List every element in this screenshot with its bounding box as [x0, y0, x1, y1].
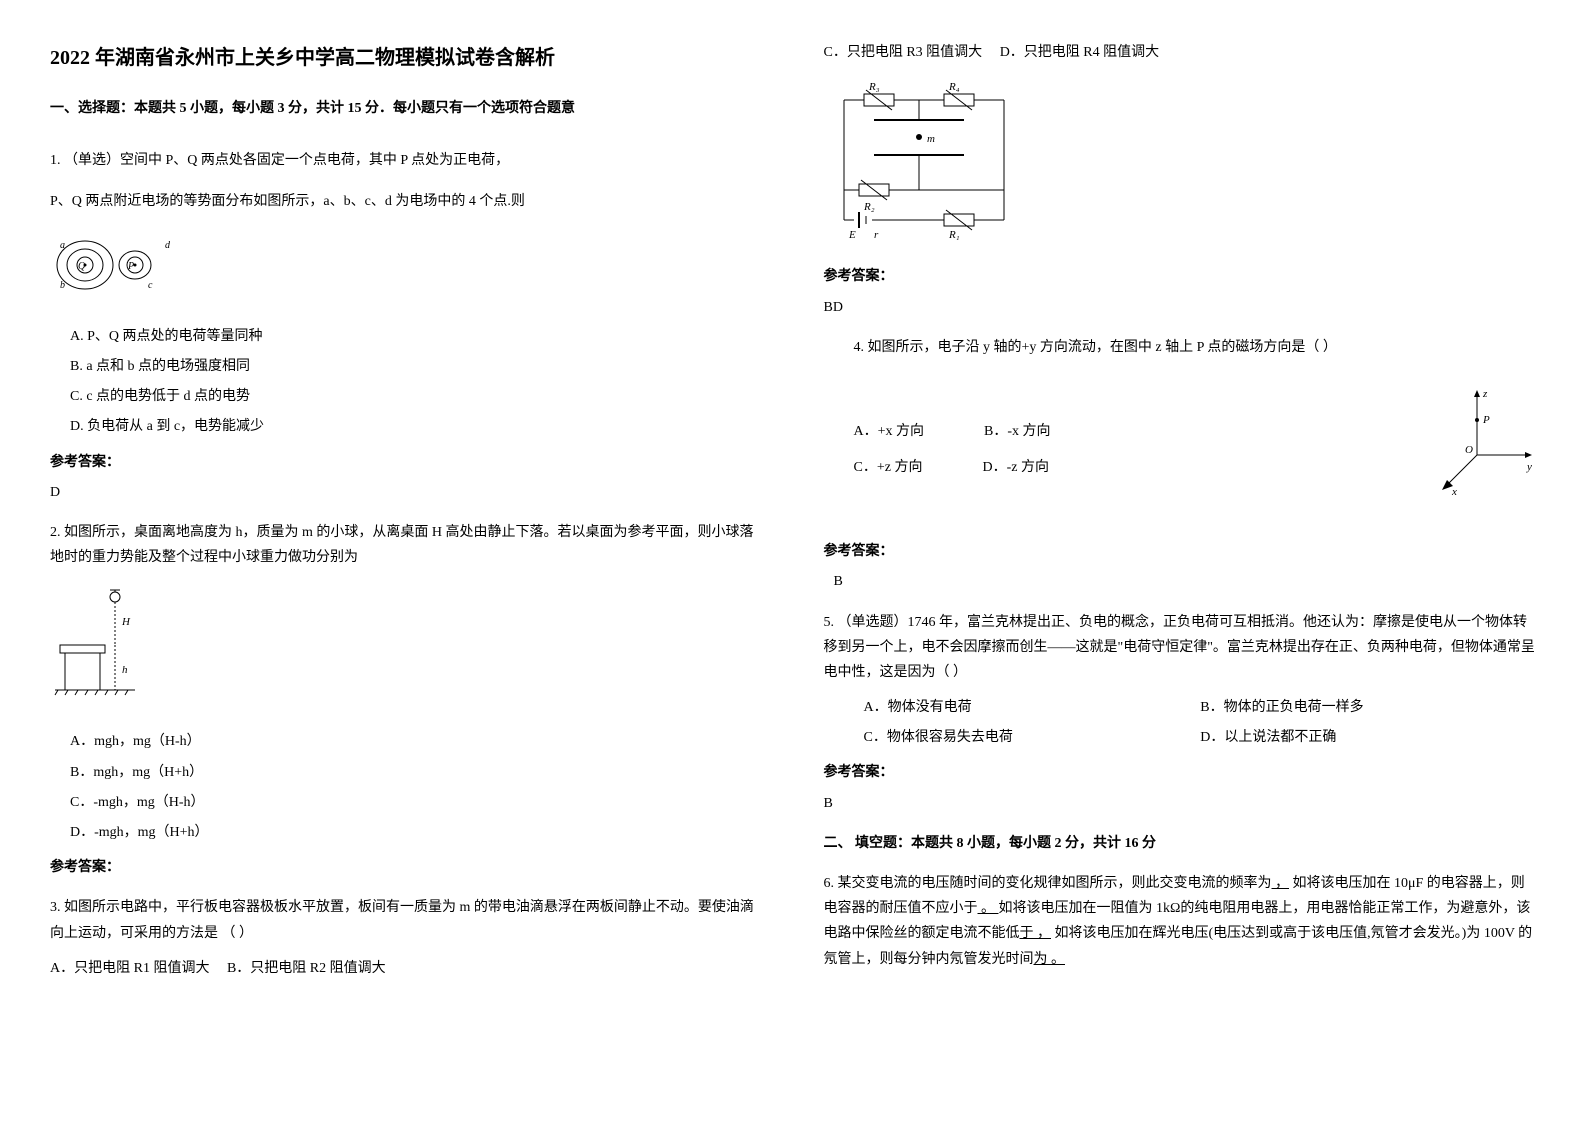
q6-blank2: 。	[978, 901, 999, 916]
q5-answer: B	[824, 791, 1538, 816]
question-6: 6. 某交变电流的电压随时间的变化规律如图所示，则此交变电流的频率为 ， 如将该…	[824, 871, 1538, 972]
q4-optD: D．-z 方向	[982, 455, 1049, 480]
q4-figure: z P y x O	[1427, 385, 1537, 514]
q3-optC: C．只把电阻 R3 阻值调大	[824, 45, 983, 60]
q3-num: 3.	[50, 900, 61, 915]
equipotential-diagram: Q P a b c d	[50, 230, 190, 300]
q2-figure: H h	[50, 585, 764, 714]
q3-optCD: C．只把电阻 R3 阻值调大 D．只把电阻 R4 阻值调大	[824, 40, 1538, 65]
svg-text:R₂: R₂	[863, 201, 875, 213]
svg-text:R₄: R₄	[948, 81, 960, 93]
svg-text:z: z	[1482, 388, 1488, 400]
q5-optC: C．物体很容易失去电荷	[864, 725, 1201, 750]
q3-optA: A．只把电阻 R1 阻值调大	[50, 961, 209, 976]
right-column: C．只把电阻 R3 阻值调大 D．只把电阻 R4 阻值调大 R₃ R₄	[824, 40, 1538, 996]
q6-blank1: ，	[1272, 876, 1290, 891]
q4-answer: B	[834, 569, 1538, 594]
q1-optC: C. c 点的电势低于 d 点的电势	[70, 384, 764, 409]
q5-num: 5.	[824, 615, 835, 630]
question-5: 5. （单选题）1746 年，富兰克林提出正、负电的概念，正负电荷可互相抵消。他…	[824, 610, 1538, 816]
question-3-part1: 3. 如图所示电路中，平行板电容器极板水平放置，板间有一质量为 m 的带电油滴悬…	[50, 895, 764, 981]
q1-optB: B. a 点和 b 点的电场强度相同	[70, 354, 764, 379]
question-3-part2: C．只把电阻 R3 阻值调大 D．只把电阻 R4 阻值调大 R₃ R₄	[824, 40, 1538, 320]
question-4: 4. 如图所示，电子沿 y 轴的+y 方向流动，在图中 z 轴上 P 点的磁场方…	[824, 335, 1538, 595]
q3-optAB: A．只把电阻 R1 阻值调大 B．只把电阻 R2 阻值调大	[50, 956, 764, 981]
svg-text:b: b	[60, 280, 65, 291]
svg-text:y: y	[1526, 461, 1532, 473]
q3-figure: R₃ R₄ m R₂	[824, 80, 1538, 249]
q2-text: 2. 如图所示，桌面离地高度为 h，质量为 m 的小球，从离桌面 H 高处由静止…	[50, 520, 764, 570]
left-column: 2022 年湖南省永州市上关乡中学高二物理模拟试卷含解析 一、选择题：本题共 5…	[50, 40, 764, 996]
svg-text:E: E	[848, 229, 856, 240]
q5-textbody: （单选题）1746 年，富兰克林提出正、负电的概念，正负电荷可互相抵消。他还认为…	[824, 615, 1535, 680]
q2-num: 2.	[50, 525, 61, 540]
q6-text: 6. 某交变电流的电压随时间的变化规律如图所示，则此交变电流的频率为 ， 如将该…	[824, 871, 1538, 972]
q4-optC: C．+z 方向	[854, 455, 923, 480]
q2-optC: C．-mgh，mg（H-h）	[70, 790, 764, 815]
q2-options: A．mgh，mg（H-h） B．mgh，mg（H+h） C．-mgh，mg（H-…	[70, 729, 764, 845]
q3-textbody: 如图所示电路中，平行板电容器极板水平放置，板间有一质量为 m 的带电油滴悬浮在两…	[50, 900, 754, 940]
svg-text:R₁: R₁	[948, 229, 960, 240]
q3-optD: D．只把电阻 R4 阻值调大	[1000, 45, 1159, 60]
q1-answer-label: 参考答案：	[50, 450, 764, 475]
q6-blank4: 为 。	[1034, 952, 1066, 967]
q1-num: 1.	[50, 153, 61, 168]
svg-text:R₃: R₃	[868, 81, 880, 93]
q4-optB: B．-x 方向	[984, 419, 1051, 444]
q6-blank3: 于 ，	[1020, 926, 1052, 941]
svg-text:a: a	[60, 240, 65, 251]
circuit-diagram: R₃ R₄ m R₂	[824, 80, 1024, 240]
q1-figure: Q P a b c d	[50, 230, 764, 309]
svg-text:x: x	[1451, 486, 1457, 498]
q2-optD: D．-mgh，mg（H+h）	[70, 820, 764, 845]
q4-num: 4.	[854, 340, 865, 355]
q1-text2: P、Q 两点附近电场的等势面分布如图所示，a、b、c、d 为电场中的 4 个点.…	[50, 189, 764, 214]
svg-text:h: h	[122, 664, 128, 676]
svg-text:c: c	[148, 280, 153, 291]
q5-answer-label: 参考答案：	[824, 760, 1538, 785]
axes-diagram: z P y x O	[1427, 385, 1537, 505]
q5-optB: B．物体的正负电荷一样多	[1200, 695, 1537, 720]
q4-textbody: 如图所示，电子沿 y 轴的+y 方向流动，在图中 z 轴上 P 点的磁场方向是（…	[868, 340, 1337, 355]
section2-header: 二、 填空题：本题共 8 小题，每小题 2 分，共计 16 分	[824, 831, 1538, 856]
table-ball-diagram: H h	[50, 585, 160, 705]
svg-text:O: O	[1465, 444, 1473, 456]
q6-num: 6.	[824, 876, 835, 891]
svg-text:P: P	[127, 261, 134, 272]
q1-options: A. P、Q 两点处的电荷等量同种 B. a 点和 b 点的电场强度相同 C. …	[70, 324, 764, 440]
q4-options-row1: A．+x 方向 B．-x 方向	[854, 419, 1428, 444]
q5-optA: A．物体没有电荷	[864, 695, 1201, 720]
q6-t1: 某交变电流的电压随时间的变化规律如图所示，则此交变电流的频率为	[838, 876, 1272, 891]
q2-optB: B．mgh，mg（H+h）	[70, 760, 764, 785]
q1-text: 1. （单选）空间中 P、Q 两点处各固定一个点电荷，其中 P 点处为正电荷，	[50, 136, 764, 179]
svg-text:m: m	[927, 133, 935, 145]
q5-optD: D．以上说法都不正确	[1200, 725, 1537, 750]
q4-options-row2: C．+z 方向 D．-z 方向	[854, 455, 1428, 480]
q4-optA: A．+x 方向	[854, 419, 925, 444]
svg-text:r: r	[874, 229, 879, 240]
page-title: 2022 年湖南省永州市上关乡中学高二物理模拟试卷含解析	[50, 40, 764, 76]
svg-text:d: d	[165, 240, 171, 251]
q3-answer: BD	[824, 295, 1538, 320]
q2-answer-label: 参考答案：	[50, 855, 764, 880]
svg-text:Q: Q	[78, 261, 86, 272]
q1-answer: D	[50, 480, 764, 505]
q2-optA: A．mgh，mg（H-h）	[70, 729, 764, 754]
svg-text:P: P	[1482, 414, 1490, 426]
q5-text: 5. （单选题）1746 年，富兰克林提出正、负电的概念，正负电荷可互相抵消。他…	[824, 610, 1538, 686]
svg-text:H: H	[121, 616, 131, 628]
q4-answer-label: 参考答案：	[824, 539, 1538, 564]
q3-optB: B．只把电阻 R2 阻值调大	[227, 961, 386, 976]
q4-text: 4. 如图所示，电子沿 y 轴的+y 方向流动，在图中 z 轴上 P 点的磁场方…	[854, 335, 1538, 360]
q5-options: A．物体没有电荷 B．物体的正负电荷一样多 C．物体很容易失去电荷 D．以上说法…	[864, 695, 1538, 750]
q3-text: 3. 如图所示电路中，平行板电容器极板水平放置，板间有一质量为 m 的带电油滴悬…	[50, 895, 764, 945]
question-2: 2. 如图所示，桌面离地高度为 h，质量为 m 的小球，从离桌面 H 高处由静止…	[50, 520, 764, 881]
q1-optD: D. 负电荷从 a 到 c，电势能减少	[70, 414, 764, 439]
q1-text1: （单选）空间中 P、Q 两点处各固定一个点电荷，其中 P 点处为正电荷，	[64, 153, 509, 168]
section1-header: 一、选择题：本题共 5 小题，每小题 3 分，共计 15 分．每小题只有一个选项…	[50, 96, 764, 121]
q2-textbody: 如图所示，桌面离地高度为 h，质量为 m 的小球，从离桌面 H 高处由静止下落。…	[50, 525, 754, 565]
q1-optA: A. P、Q 两点处的电荷等量同种	[70, 324, 764, 349]
q3-answer-label: 参考答案：	[824, 264, 1538, 289]
question-1: 1. （单选）空间中 P、Q 两点处各固定一个点电荷，其中 P 点处为正电荷， …	[50, 136, 764, 505]
